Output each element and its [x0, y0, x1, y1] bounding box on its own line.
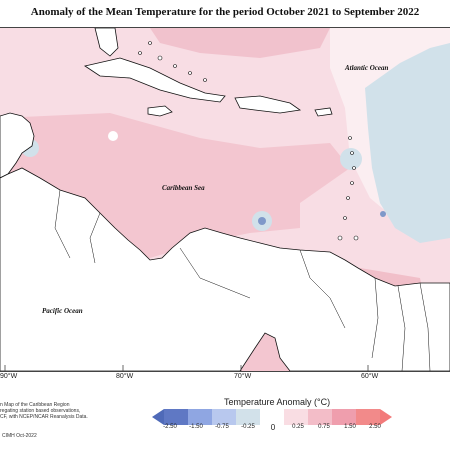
legend-swatch — [212, 409, 236, 425]
warm-patch-north — [150, 28, 330, 58]
country-borders — [54, 189, 431, 371]
pacific-ocean-label: Pacific Ocean — [42, 307, 83, 315]
tick-label-80w: 80°W — [116, 373, 134, 380]
legend-label: 0 — [270, 423, 276, 432]
map-note-text: n Map of the Caribbean Region regating s… — [0, 402, 88, 420]
legend-arrow-right — [380, 409, 392, 425]
legend-swatch — [284, 409, 308, 425]
legend-label: 0.75 — [318, 424, 330, 430]
florida — [94, 28, 119, 57]
legend-swatch — [236, 409, 260, 425]
lesser-antilles — [337, 136, 359, 241]
legend-arrow-left — [152, 409, 164, 425]
cool-anomaly-atlantic — [365, 43, 450, 243]
legend-label: -0.25 — [241, 424, 255, 430]
jamaica — [147, 105, 173, 117]
legend-label: 0.25 — [292, 424, 304, 430]
tick-label-60w: 60°W — [361, 373, 379, 380]
longitude-ticks — [4, 365, 369, 371]
caribbean-sea-label: Caribbean Sea — [162, 184, 205, 192]
cool-core-atlantic — [380, 211, 386, 217]
legend-label: 2.50 — [369, 424, 381, 430]
legend-swatch — [260, 409, 284, 425]
legend-colorbar — [152, 409, 392, 425]
legend-label: -0.75 — [215, 424, 229, 430]
legend-label: 1.50 — [344, 424, 356, 430]
hispaniola — [234, 95, 302, 114]
map-title: Anomaly of the Mean Temperature for the … — [30, 6, 420, 18]
tick-label-90w: 90°W — [0, 373, 18, 380]
neutral-spot-cayman — [108, 131, 118, 141]
map-credit: CIMH Oct-2022 — [2, 433, 37, 439]
legend-label: -2.50 — [163, 424, 177, 430]
puerto-rico — [314, 107, 333, 117]
legend-label: -1.50 — [189, 424, 203, 430]
map-canvas — [0, 28, 450, 371]
legend-swatch — [356, 409, 380, 425]
tick-label-70w: 70°W — [234, 373, 252, 380]
legend-swatch — [164, 409, 188, 425]
map-panel: Atlantic Ocean Caribbean Sea Pacific Oce… — [0, 27, 450, 372]
central-south-america — [0, 167, 450, 371]
map-note: n Map of the Caribbean Region regating s… — [0, 402, 140, 420]
legend-swatch — [308, 409, 332, 425]
cuba — [84, 57, 226, 103]
cool-core-aruba — [258, 217, 266, 225]
legend-swatch — [188, 409, 212, 425]
cool-spot-lesser-antilles — [340, 148, 362, 170]
legend-swatch — [332, 409, 356, 425]
bahamas — [138, 41, 207, 82]
land-masses — [0, 28, 450, 371]
legend-title: Temperature Anomaly (°C) — [224, 397, 331, 407]
atlantic-ocean-label: Atlantic Ocean — [345, 64, 389, 72]
